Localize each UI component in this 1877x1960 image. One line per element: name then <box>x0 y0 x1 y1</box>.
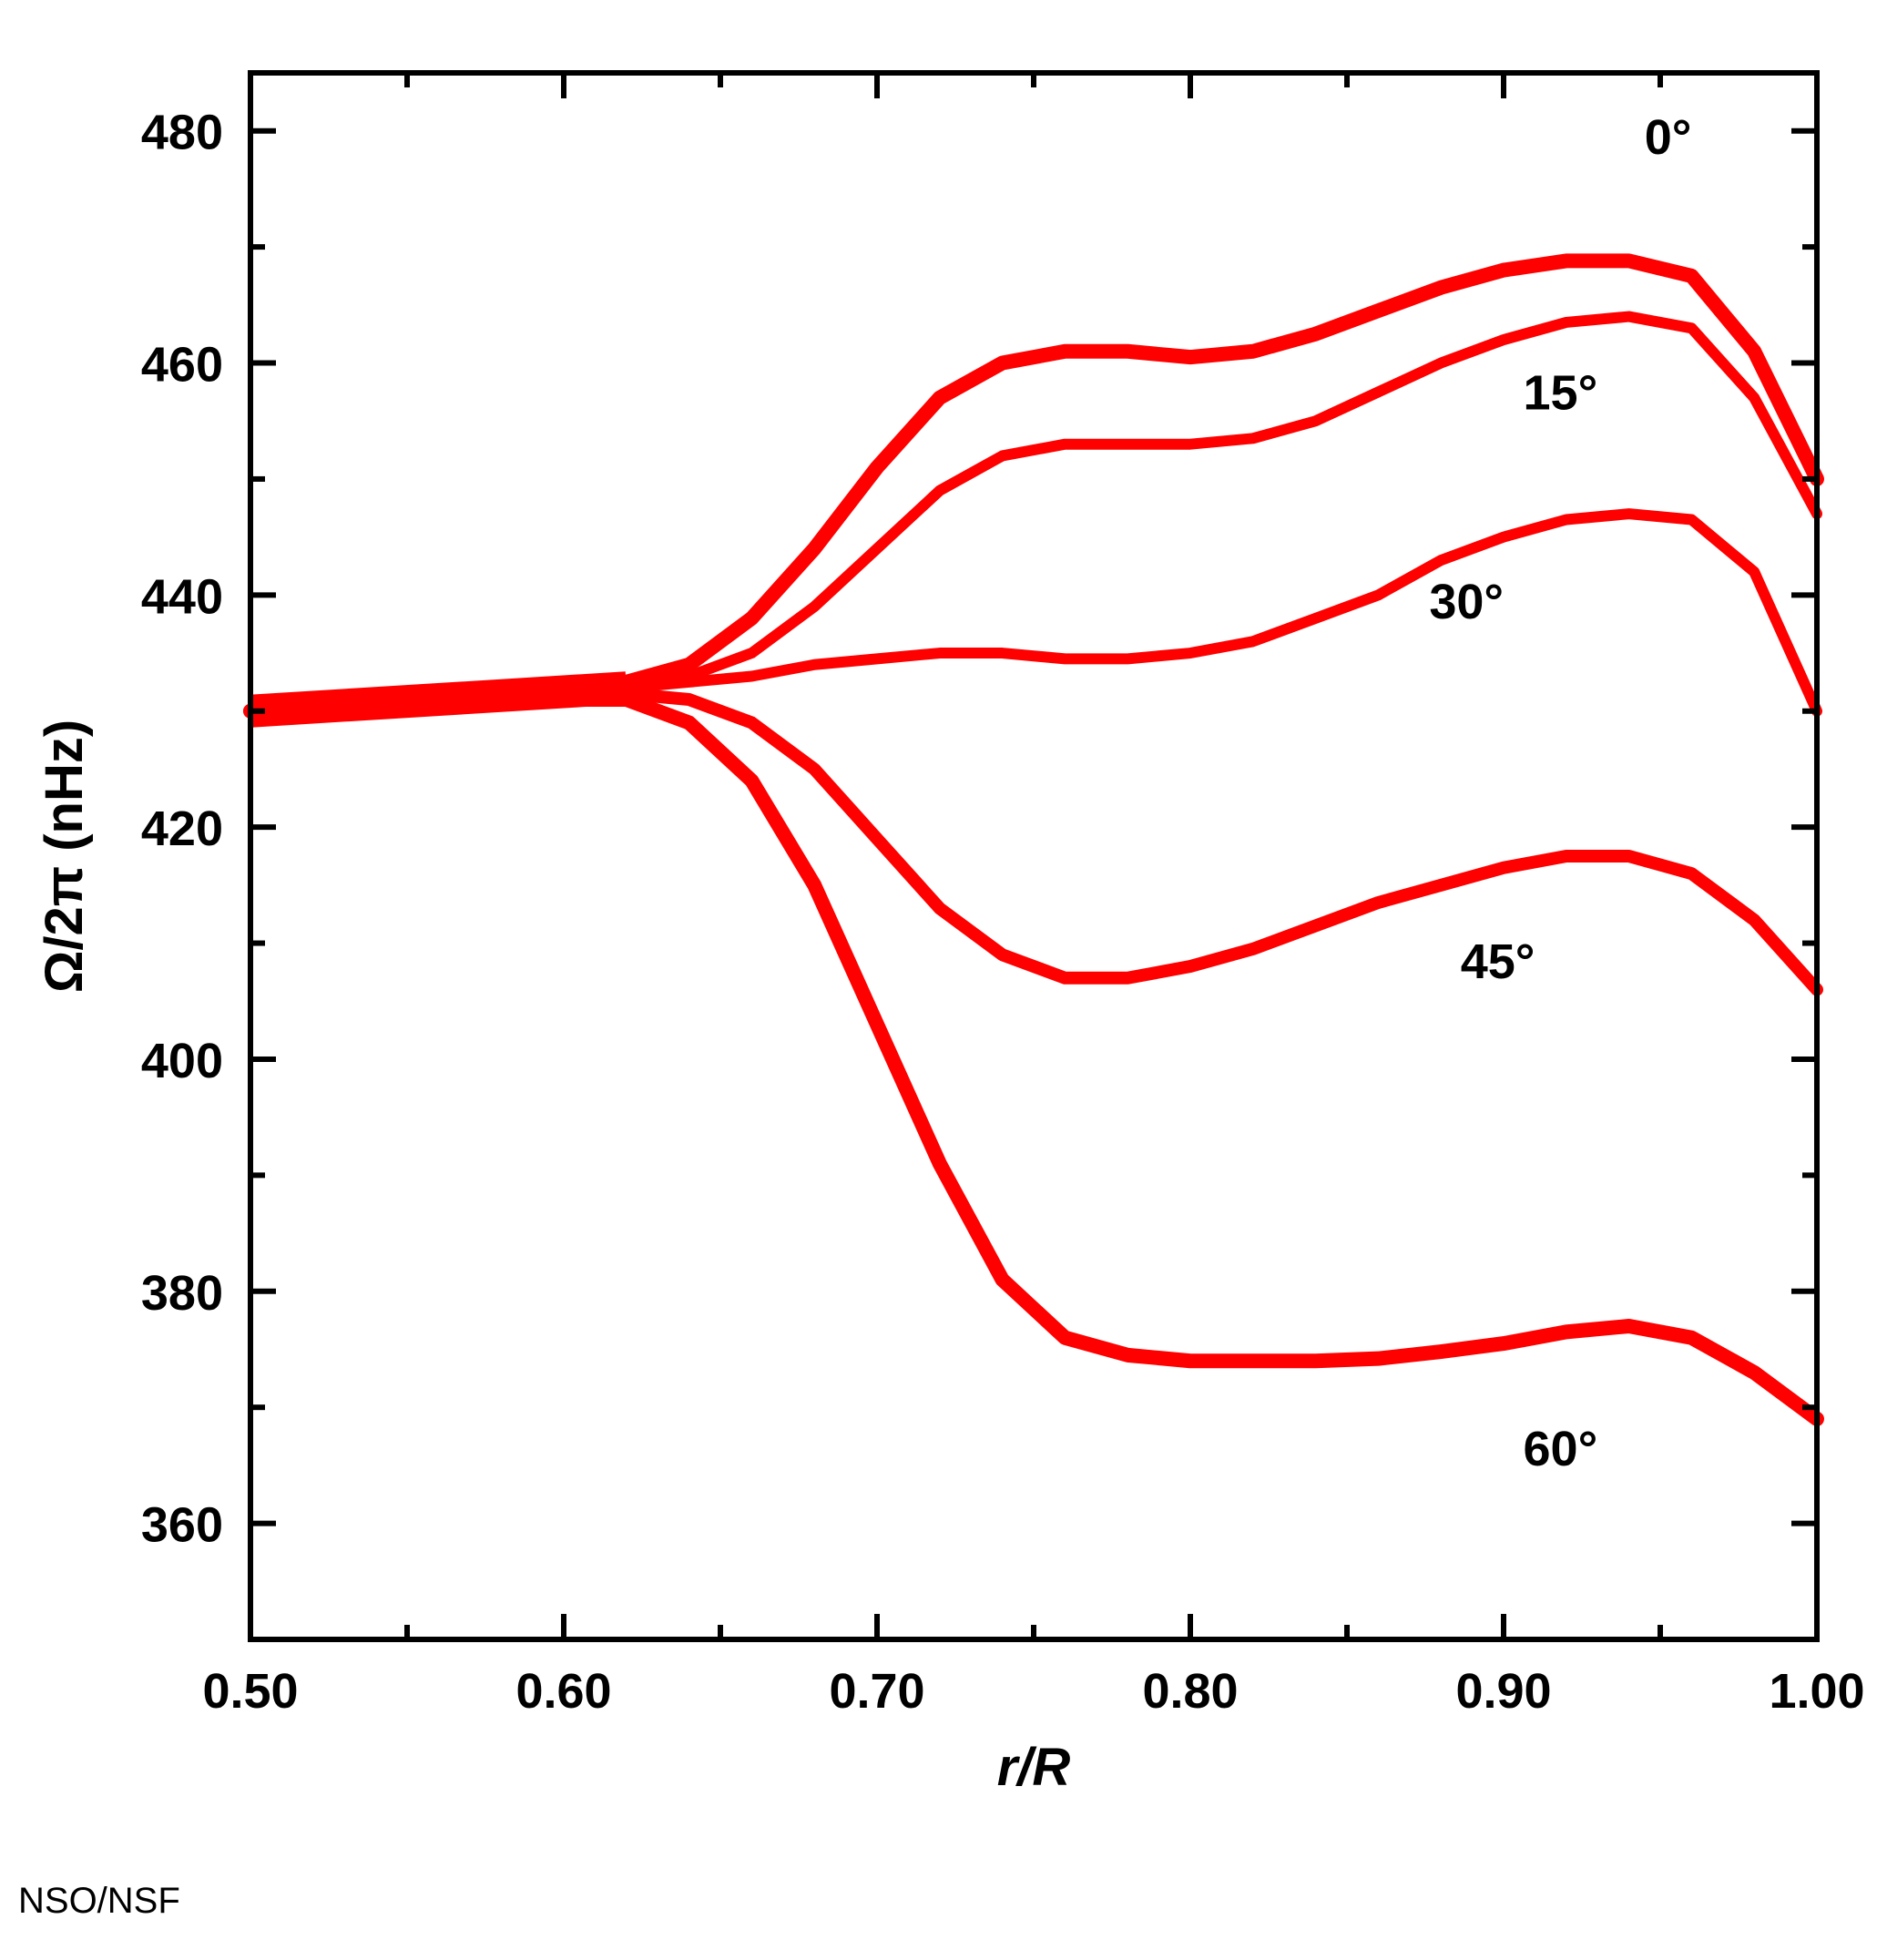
xtick-label: 1.00 <box>1769 1664 1864 1719</box>
series-45° <box>250 694 1817 990</box>
xtick-label: 0.60 <box>515 1664 611 1719</box>
ytick-label: 380 <box>141 1266 223 1321</box>
series-60° <box>250 699 1817 1419</box>
ytick-label: 480 <box>141 106 223 160</box>
series-label: 30° <box>1429 575 1504 629</box>
ytick-label: 460 <box>141 338 223 393</box>
series-label: 15° <box>1524 365 1598 420</box>
y-axis-label: Ω/2π (nHz) <box>35 720 94 993</box>
series-0° <box>250 260 1817 710</box>
series-label: 0° <box>1645 110 1692 165</box>
xtick-label: 0.50 <box>202 1664 298 1719</box>
xtick-label: 0.80 <box>1142 1664 1238 1719</box>
credit-text: NSO/NSF <box>18 1881 180 1921</box>
ytick-label: 400 <box>141 1034 223 1088</box>
series-label: 45° <box>1461 934 1535 989</box>
ytick-label: 440 <box>141 569 223 624</box>
xtick-label: 0.90 <box>1455 1664 1551 1719</box>
bundle-core <box>250 688 627 710</box>
ytick-label: 360 <box>141 1498 223 1553</box>
chart-container: { "chart": { "type": "line", "background… <box>0 0 1877 1960</box>
ytick-label: 420 <box>141 801 223 856</box>
rotation-rate-chart: 0.50 0.60 0.70 0.80 0.90 1.00 360 380 400 420 440 4… <box>0 0 1877 1960</box>
x-axis-label: r/R <box>997 1738 1071 1797</box>
series-label: 60° <box>1524 1422 1598 1476</box>
xtick-label: 0.70 <box>829 1664 924 1719</box>
